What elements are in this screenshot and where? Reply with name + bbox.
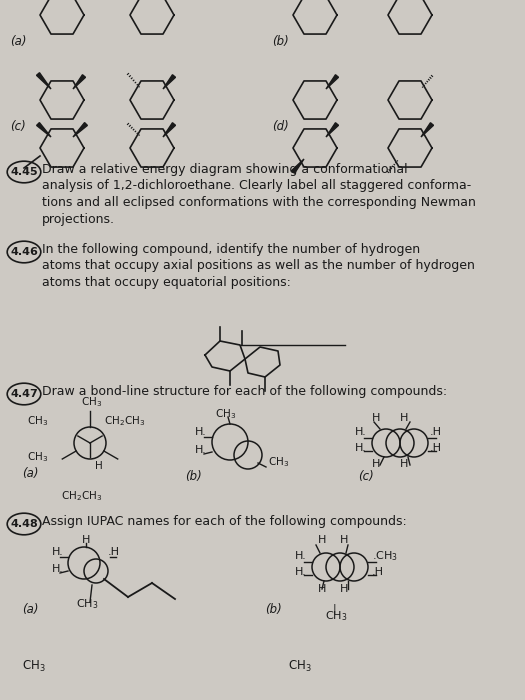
- Text: (c): (c): [358, 470, 374, 483]
- Text: CH$_3$: CH$_3$: [268, 455, 289, 469]
- Text: (d): (d): [272, 120, 289, 133]
- Text: Draw a bond-line structure for each of the following compounds:: Draw a bond-line structure for each of t…: [42, 385, 447, 398]
- Text: H.: H.: [355, 443, 367, 453]
- Text: H: H: [400, 459, 408, 469]
- Text: (b): (b): [265, 603, 282, 616]
- Polygon shape: [73, 75, 86, 89]
- Text: CH$_3$: CH$_3$: [76, 597, 99, 611]
- Text: CH$_2$CH$_3$: CH$_2$CH$_3$: [61, 489, 103, 503]
- Text: .H: .H: [108, 547, 120, 557]
- Polygon shape: [37, 122, 51, 137]
- Text: CH$_3$: CH$_3$: [27, 414, 48, 428]
- Text: CH$_3$: CH$_3$: [215, 407, 237, 421]
- Text: (b): (b): [185, 470, 202, 483]
- Text: Assign IUPAC names for each of the following compounds:: Assign IUPAC names for each of the follo…: [42, 515, 407, 528]
- Text: CH$_3$: CH$_3$: [288, 659, 312, 674]
- Text: H: H: [95, 461, 103, 471]
- Text: CH$_2$CH$_3$: CH$_2$CH$_3$: [104, 414, 145, 428]
- Text: In the following compound, identify the number of hydrogen
atoms that occupy axi: In the following compound, identify the …: [42, 243, 475, 289]
- Text: H: H: [318, 584, 326, 594]
- Text: H.: H.: [52, 547, 64, 557]
- Text: .H: .H: [430, 443, 442, 453]
- Text: H: H: [340, 535, 348, 545]
- Text: (a): (a): [22, 467, 38, 480]
- Text: H: H: [372, 413, 380, 423]
- Text: CH$_3$: CH$_3$: [81, 395, 102, 409]
- Text: H.: H.: [195, 427, 207, 437]
- Text: 4.47: 4.47: [10, 389, 38, 399]
- Text: 4.45: 4.45: [10, 167, 38, 177]
- Text: H: H: [82, 535, 90, 545]
- Text: H.: H.: [295, 551, 307, 561]
- Text: 4.48: 4.48: [10, 519, 38, 529]
- Text: CH$_3$: CH$_3$: [22, 659, 46, 674]
- Polygon shape: [163, 122, 175, 137]
- Text: H: H: [372, 459, 380, 469]
- Polygon shape: [163, 75, 175, 89]
- Text: H.: H.: [295, 567, 307, 577]
- Text: H: H: [318, 535, 326, 545]
- Text: H: H: [340, 584, 348, 594]
- Text: Draw a relative energy diagram showing a conformational
analysis of 1,2-dichloro: Draw a relative energy diagram showing a…: [42, 163, 476, 225]
- Text: (a): (a): [22, 603, 38, 616]
- Polygon shape: [326, 75, 339, 89]
- Polygon shape: [37, 73, 51, 89]
- Polygon shape: [421, 122, 434, 137]
- Text: .CH$_3$: .CH$_3$: [372, 549, 398, 563]
- Text: 4.46: 4.46: [10, 247, 38, 257]
- Polygon shape: [291, 159, 304, 174]
- Polygon shape: [326, 122, 339, 137]
- Text: (b): (b): [272, 35, 289, 48]
- Text: H.: H.: [195, 445, 207, 455]
- Text: CH$_3$: CH$_3$: [325, 609, 347, 623]
- Text: (c): (c): [10, 120, 26, 133]
- Text: .H: .H: [430, 427, 442, 437]
- Text: H.: H.: [52, 564, 64, 574]
- Text: H: H: [400, 413, 408, 423]
- Text: H.: H.: [355, 427, 367, 437]
- Text: |: |: [332, 603, 336, 613]
- Text: .H: .H: [372, 567, 384, 577]
- Text: (a): (a): [10, 35, 26, 48]
- Text: CH$_3$: CH$_3$: [27, 450, 48, 464]
- Polygon shape: [73, 122, 88, 137]
